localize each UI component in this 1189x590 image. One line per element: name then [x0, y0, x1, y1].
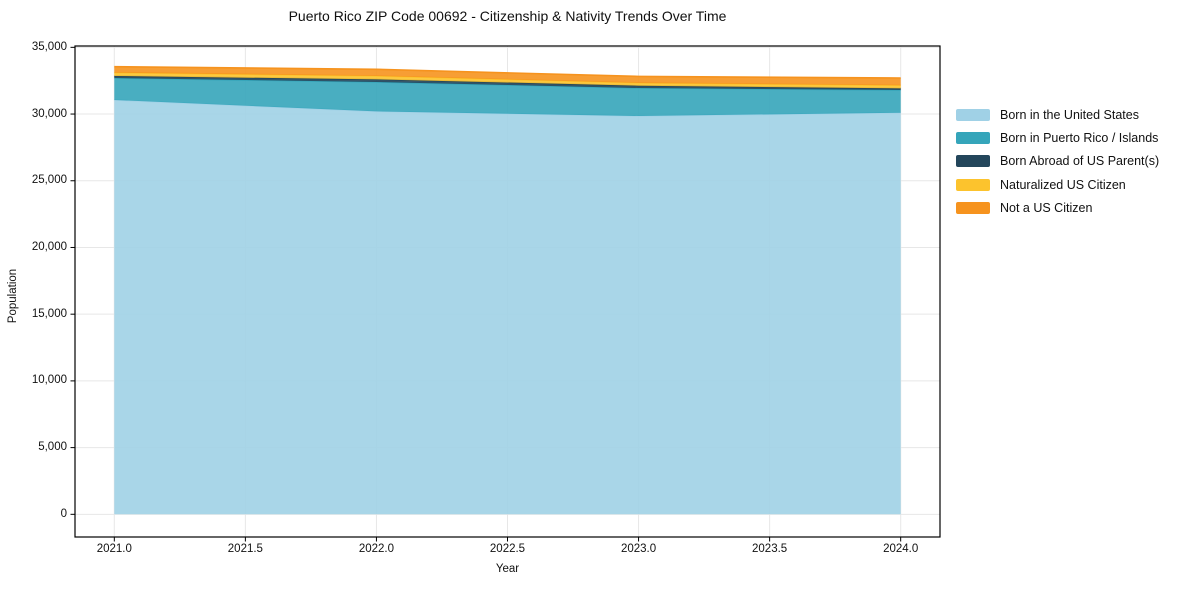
axis-ticks	[70, 46, 902, 542]
x-tick-label-2023.5: 2023.5	[752, 543, 788, 555]
x-tick-label-2021.5: 2021.5	[227, 543, 263, 555]
legend-swatch-icon	[956, 178, 990, 191]
y-tick-label-10,000: 10,000	[31, 374, 67, 387]
y-tick-label-15,000: 15,000	[31, 307, 67, 320]
legend-item-born-in-puerto-rico-islands: Born in Puerto Rico / Islands	[956, 126, 1159, 149]
y-tick-label-35,000: 35,000	[31, 40, 67, 53]
legend-swatch-icon	[956, 132, 990, 145]
y-axis-label: Population	[7, 268, 19, 324]
legend-item-naturalized-us-citizen: Naturalized US Citizen	[956, 173, 1159, 196]
y-tick-label-30,000: 30,000	[31, 107, 67, 120]
legend-label: Naturalized US Citizen	[1000, 177, 1126, 192]
area-series-not-a-us-citizen	[114, 65, 901, 86]
x-tick-label-2022.5: 2022.5	[489, 543, 526, 555]
y-tick-label-25,000: 25,000	[31, 174, 67, 187]
legend-label: Not a US Citizen	[1000, 201, 1093, 216]
legend-swatch-icon	[956, 202, 990, 215]
y-tick-label-0: 0	[60, 507, 67, 520]
x-axis-label: Year	[495, 563, 520, 575]
legend-label: Born in the United States	[1000, 107, 1139, 122]
area-series-born-in-the-united-states	[114, 99, 901, 515]
legend-swatch-icon	[956, 108, 990, 121]
x-tick-label-2023.0: 2023.0	[620, 543, 657, 555]
legend-swatch-icon	[956, 155, 990, 168]
x-tick-label-2022.0: 2022.0	[358, 543, 395, 555]
y-tick-label-5,000: 5,000	[38, 441, 67, 454]
legend-item-born-abroad-of-us-parent-s: Born Abroad of US Parent(s)	[956, 150, 1159, 173]
legend-item-born-in-the-united-states: Born in the United States	[956, 103, 1159, 126]
legend-item-not-a-us-citizen: Not a US Citizen	[956, 197, 1159, 220]
legend-label: Born Abroad of US Parent(s)	[1000, 154, 1160, 169]
legend: Born in the United States Born in Puerto …	[956, 103, 1159, 220]
y-tick-label-20,000: 20,000	[31, 240, 67, 253]
x-tick-label-2024.0: 2024.0	[883, 543, 919, 555]
x-tick-label-2021.0: 2021.0	[96, 543, 132, 555]
chart-title: Puerto Rico ZIP Code 00692 - Citizenship…	[288, 8, 727, 24]
legend-label: Born in Puerto Rico / Islands	[1000, 131, 1159, 146]
